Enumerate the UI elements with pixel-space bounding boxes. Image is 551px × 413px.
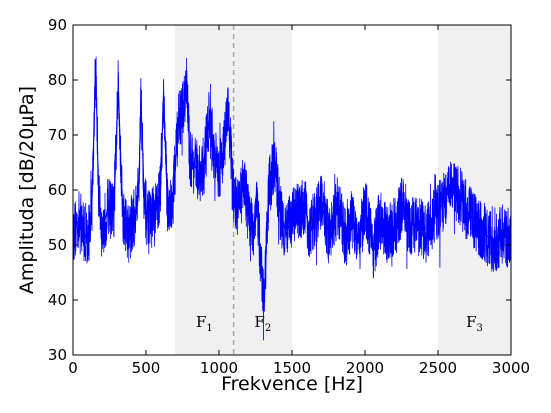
y-tick-label: 50 <box>48 236 67 254</box>
axis-ticks: 0 500 1000 1500 2000 2500 3000 30 40 50 60 70 80 90 <box>48 16 530 377</box>
y-tick-label: 40 <box>48 291 67 309</box>
y-axis-label: Amplituda [dB/20μPa] <box>16 86 38 294</box>
x-axis-label: Frekvence [Hz] <box>221 373 363 395</box>
spectrum-envelope-line <box>72 63 512 301</box>
spectrum-line <box>72 56 512 341</box>
x-tick-label: 3000 <box>492 359 530 377</box>
x-tick-label: 1500 <box>273 359 311 377</box>
plot-lines <box>72 56 512 341</box>
y-tick-label: 70 <box>48 126 67 144</box>
y-tick-label: 60 <box>48 181 67 199</box>
x-tick-label: 500 <box>132 359 161 377</box>
y-tick-label: 80 <box>48 71 67 89</box>
x-tick-label: 1000 <box>200 359 238 377</box>
x-tick-label: 2000 <box>346 359 384 377</box>
x-tick-label: 2500 <box>419 359 457 377</box>
x-tick-label: 0 <box>68 359 78 377</box>
y-tick-label: 30 <box>48 346 67 364</box>
y-tick-label: 90 <box>48 16 67 34</box>
